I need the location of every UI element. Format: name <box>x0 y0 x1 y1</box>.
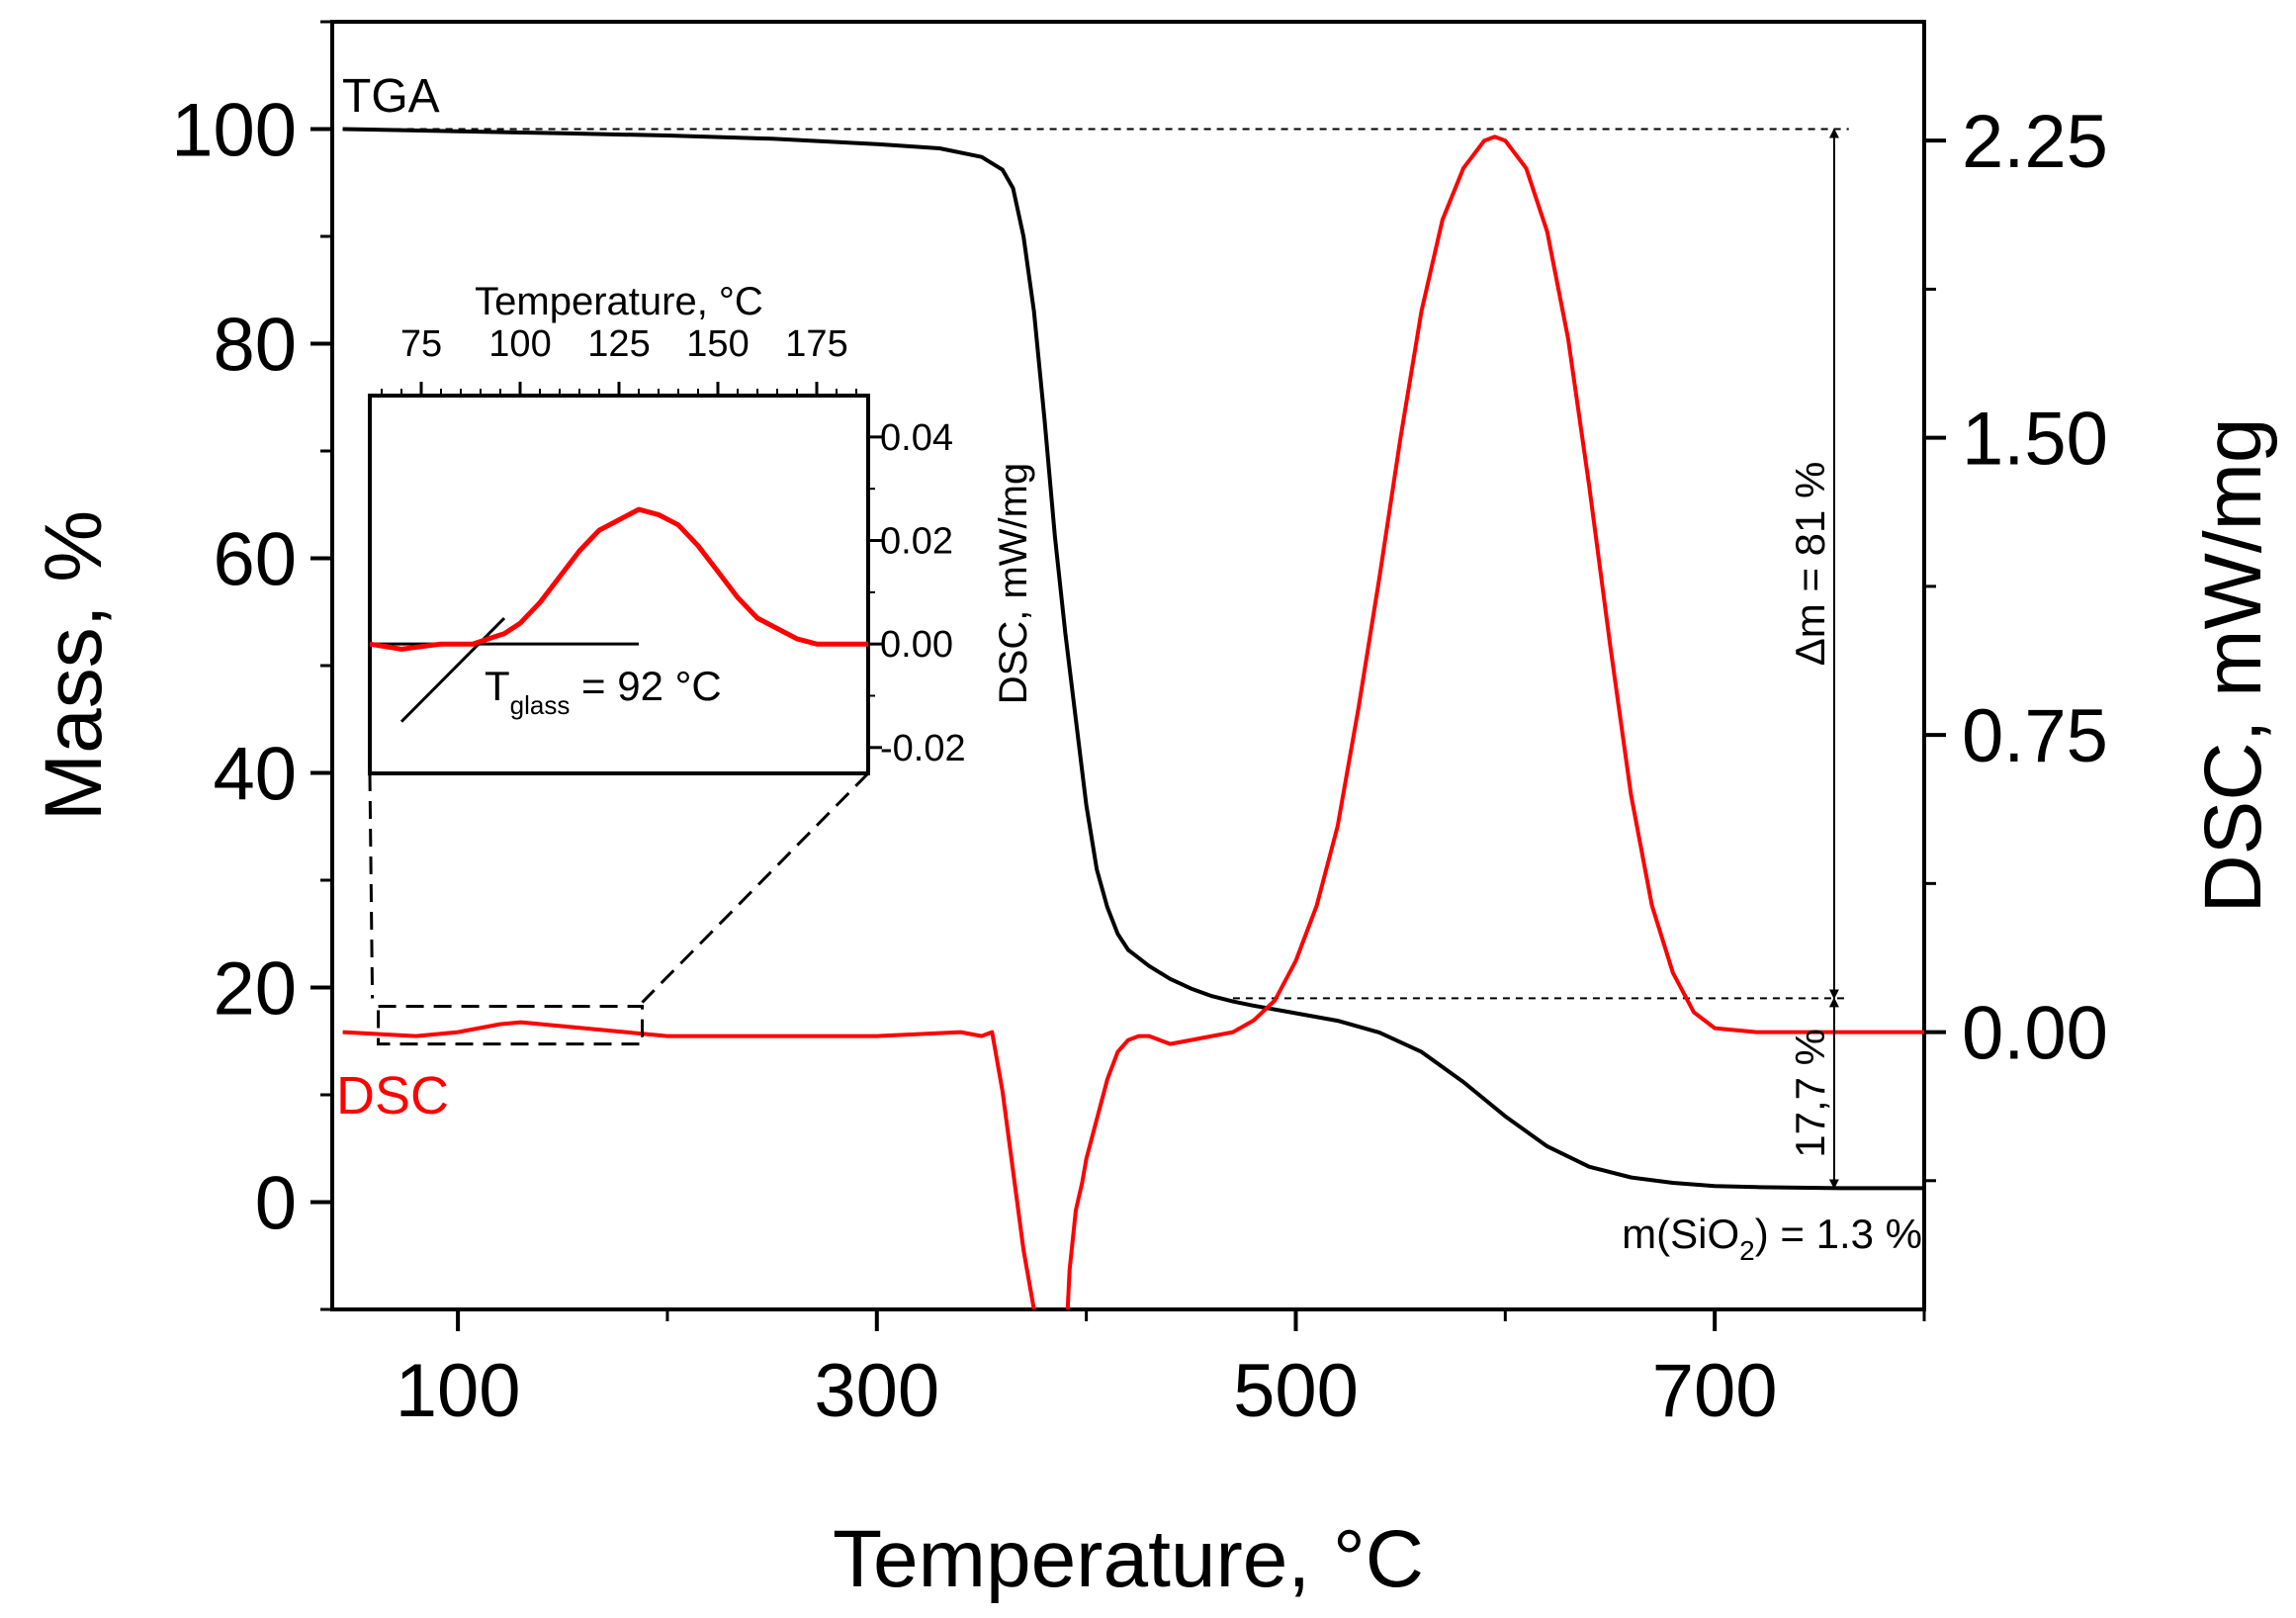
tga-series-label: TGA <box>342 70 440 123</box>
x-tick-label: 700 <box>1652 1349 1778 1433</box>
sio2-label-subscript: 2 <box>1739 1235 1755 1266</box>
left-y-tick-label: 20 <box>213 947 297 1032</box>
inset-x-tick-label: 175 <box>785 323 847 365</box>
inset-y-tick-label: 0.02 <box>880 521 953 563</box>
main-x-axis: 100 300 500 700 <box>396 1309 1926 1433</box>
left-y-tick-label: 100 <box>171 89 297 173</box>
sio2-label-prefix: m(SiO <box>1622 1211 1739 1257</box>
inset-x-tick-label: 100 <box>488 323 551 365</box>
tglass-prefix: T <box>485 663 510 709</box>
x-tick-label: 100 <box>396 1349 521 1433</box>
inset-y-tick-label: 0.00 <box>880 624 953 666</box>
x-tick-label: 500 <box>1233 1349 1359 1433</box>
inset-y-tick-label: 0.04 <box>880 417 953 459</box>
x-tick-label: 300 <box>814 1349 939 1433</box>
right-y-tick-label: 1.50 <box>1962 398 2108 482</box>
sio2-residue-label: m(SiO2) = 1.3 % <box>1622 1211 1922 1266</box>
inset-x-tick-label: 75 <box>400 323 442 365</box>
right-y-tick-label: 0.00 <box>1962 992 2108 1076</box>
inset-y-tick-label: -0.02 <box>880 728 966 769</box>
inset-zoom-region-box <box>377 1005 645 1046</box>
x-axis-title: Temperature, °C <box>833 1514 1424 1604</box>
tglass-subscript: glass <box>510 690 571 720</box>
tglass-suffix: = 92 °C <box>570 663 721 709</box>
sio2-label-suffix: ) = 1.3 % <box>1755 1211 1922 1257</box>
tglass-label: Tglass = 92 °C <box>485 663 722 720</box>
left-y-tick-label: 80 <box>213 304 297 388</box>
inset-dsc-series-line <box>370 506 868 652</box>
dsc-series-label: DSC <box>336 1066 449 1125</box>
residue-step-label: 17,7 % <box>1787 1029 1833 1158</box>
inset-x-tick-label: 150 <box>686 323 749 365</box>
delta-m-label: Δm = 81 % <box>1787 462 1833 667</box>
inset-y-axis: -0.02 0.00 0.02 0.04 <box>868 417 966 769</box>
inset-x-axis: 75 100 125 150 175 <box>381 323 857 396</box>
right-y-axis-title: DSC, mW/mg <box>2188 417 2278 913</box>
inset-tangent-line <box>399 616 506 723</box>
inset-x-tick-label: 125 <box>587 323 650 365</box>
inset-plot-frame <box>368 394 870 775</box>
main-right-y-axis: 0.00 0.75 1.50 2.25 <box>1924 100 2108 1183</box>
left-y-tick-label: 60 <box>213 518 297 602</box>
inset-connector-right <box>641 771 870 1004</box>
right-y-tick-label: 0.75 <box>1962 694 2108 778</box>
tga-series-line <box>342 127 1924 1191</box>
dsc-series-line <box>342 135 1924 1309</box>
inset-x-axis-title: Temperature, °C <box>475 280 763 323</box>
main-left-y-axis: 0 20 40 60 80 100 <box>171 20 332 1311</box>
left-y-tick-label: 0 <box>255 1162 297 1246</box>
inset-connector-left <box>368 772 375 999</box>
inset-chart: 75 100 125 150 175 -0.02 0.00 0.02 0.04 Tempera… <box>368 280 1035 775</box>
right-y-tick-label: 2.25 <box>1962 100 2108 184</box>
left-y-axis-title: Mass, % <box>29 510 119 821</box>
inset-y-axis-title: DSC, mW/mg <box>992 463 1035 704</box>
left-y-tick-label: 40 <box>213 733 297 817</box>
